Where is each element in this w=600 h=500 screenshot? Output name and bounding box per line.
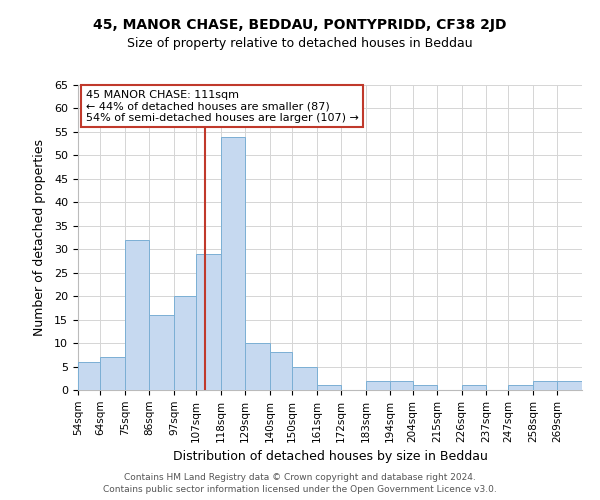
Text: Contains public sector information licensed under the Open Government Licence v3: Contains public sector information licen… xyxy=(103,485,497,494)
Bar xyxy=(365,380,390,390)
Y-axis label: Number of detached properties: Number of detached properties xyxy=(33,139,46,336)
Bar xyxy=(292,366,317,390)
Bar xyxy=(461,386,486,390)
Bar xyxy=(533,380,557,390)
Bar xyxy=(557,380,582,390)
Bar xyxy=(413,386,437,390)
Text: 45, MANOR CHASE, BEDDAU, PONTYPRIDD, CF38 2JD: 45, MANOR CHASE, BEDDAU, PONTYPRIDD, CF3… xyxy=(93,18,507,32)
Bar xyxy=(270,352,292,390)
Bar xyxy=(390,380,413,390)
Bar xyxy=(508,386,533,390)
Bar xyxy=(221,136,245,390)
Text: Contains HM Land Registry data © Crown copyright and database right 2024.: Contains HM Land Registry data © Crown c… xyxy=(124,472,476,482)
X-axis label: Distribution of detached houses by size in Beddau: Distribution of detached houses by size … xyxy=(173,450,487,463)
Bar xyxy=(245,343,270,390)
Text: Size of property relative to detached houses in Beddau: Size of property relative to detached ho… xyxy=(127,38,473,51)
Bar xyxy=(317,386,341,390)
Bar xyxy=(174,296,196,390)
Bar xyxy=(149,315,174,390)
Bar xyxy=(196,254,221,390)
Bar xyxy=(125,240,149,390)
Text: 45 MANOR CHASE: 111sqm
← 44% of detached houses are smaller (87)
54% of semi-det: 45 MANOR CHASE: 111sqm ← 44% of detached… xyxy=(86,90,358,123)
Bar xyxy=(78,362,100,390)
Bar xyxy=(100,357,125,390)
